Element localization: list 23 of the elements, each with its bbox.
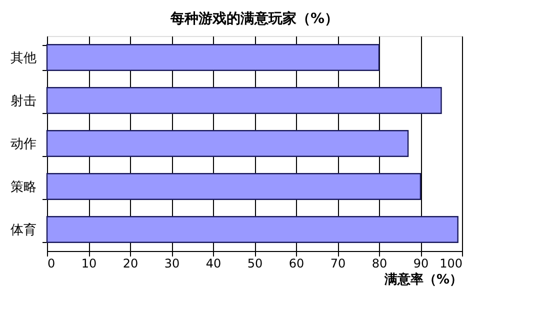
x-tick-label: 90 bbox=[413, 256, 429, 270]
bar bbox=[46, 216, 458, 243]
x-axis-title: 满意率（%） bbox=[383, 272, 462, 288]
x-tick-label: 20 bbox=[122, 256, 138, 270]
y-tick-label: 射击 bbox=[10, 94, 36, 109]
x-tick-label: 80 bbox=[372, 256, 388, 270]
bar bbox=[46, 130, 409, 157]
x-tick-label: 40 bbox=[206, 256, 222, 270]
x-tick-label: 30 bbox=[164, 256, 180, 270]
x-tick-label: 60 bbox=[288, 256, 304, 270]
chart-title: 每种游戏的满意玩家（%） bbox=[169, 10, 339, 27]
x-tick-label: 50 bbox=[247, 256, 263, 270]
x-tick-label: 100 bbox=[440, 256, 462, 270]
x-tick-label: 70 bbox=[330, 256, 346, 270]
x-tick-label: 10 bbox=[81, 256, 97, 270]
y-tick-label: 其他 bbox=[10, 51, 36, 66]
x-tick-label: 0 bbox=[48, 256, 56, 270]
y-tick-label: 体育 bbox=[10, 222, 36, 238]
bar bbox=[46, 44, 380, 71]
bar bbox=[46, 87, 442, 114]
y-tick-label: 策略 bbox=[10, 180, 36, 195]
bar bbox=[46, 173, 422, 200]
y-tick-label: 动作 bbox=[10, 137, 36, 152]
